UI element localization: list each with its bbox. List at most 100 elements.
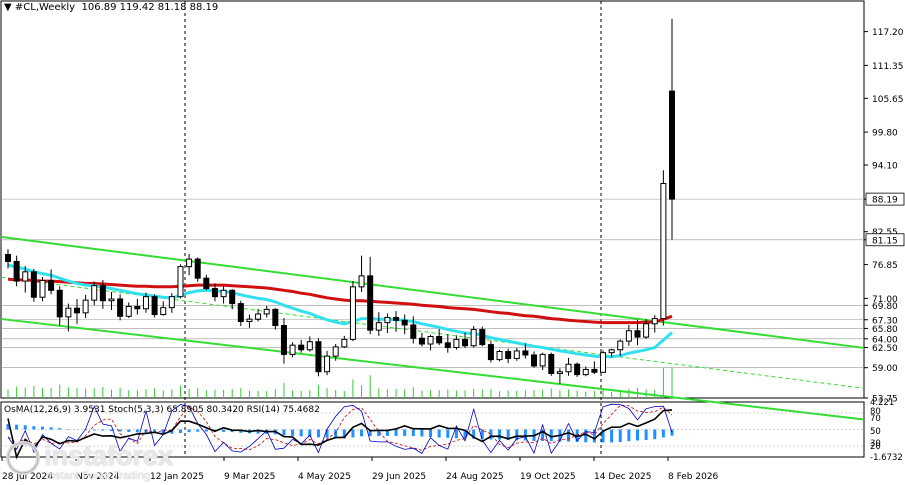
candle-body [349,286,356,340]
candle-body [444,342,451,348]
candle-body [332,346,339,357]
time-tick-label: 12 Jan 2025 [150,472,204,482]
price-tick-label: 53.75 [872,395,898,405]
indicator-axis-label: 70 [870,414,881,424]
candle-body [367,275,374,331]
candle-body [220,289,227,298]
logo-brand: instaforex [44,440,173,471]
candle-body [505,351,512,359]
candle-body [298,344,305,351]
indicator-axis-label: 80 [870,407,881,417]
candle-body [617,340,624,351]
time-tick-label: 28 Jul 2024 [2,472,53,482]
candle-body [65,307,72,318]
time-tick-label: 4 May 2025 [298,472,351,482]
candle-body [660,182,667,320]
time-axis: 28 Jul 2024 Nov 2024 12 Jan 2025 9 Mar 2025… [1,457,719,482]
candle-body [427,336,434,345]
candle-body [651,318,658,325]
price-tick-label: 117.20 [872,28,904,38]
price-tick-label: 105.65 [872,95,904,105]
stoch-signal-line [7,404,673,451]
candle-body [211,288,218,298]
candle-body [5,254,11,262]
candle-body [108,298,115,302]
price-tick-label: 71.00 [872,295,898,305]
candle-body [522,350,529,356]
price-tick-label: 81.15 [872,236,898,246]
candle-body [634,330,641,338]
candle-body [582,368,589,376]
price-tick-label: 76.85 [872,261,898,271]
candle-body [513,350,520,359]
indicator-header: OsMA(12,26,9) 3.9531 Stoch(5,3,3) 65.890… [4,405,320,415]
logo-tagline: Instant Forex Trading [46,470,150,482]
price-tick-label: 88.19 [872,196,898,206]
candle-body [418,337,425,345]
candle-body [255,313,262,320]
candle-body [246,318,253,322]
stoch-main-line [7,403,673,455]
candle-body [177,266,184,298]
candle-body [186,258,193,268]
candle-body [600,352,607,373]
candle-body [168,296,175,309]
candle-body [341,338,348,348]
ohlc-values: 106.89 119.42 81.18 88.19 [81,2,219,13]
symbol-icon: ▼ [4,2,12,13]
candle-body [39,279,46,298]
candle-body [125,305,132,317]
candle-body [436,336,443,344]
candle-body [453,338,460,348]
candle-body [263,308,270,315]
candle-body [194,258,201,279]
candle-body [117,298,124,317]
candle-body [151,296,158,316]
time-tick-label: Nov 2024 [76,472,120,482]
indicator-axis-label: 20 [870,442,881,452]
candle-body [487,344,494,361]
candle-body [289,344,296,355]
candle-body [479,329,486,346]
volume-bars [7,368,673,398]
price-tick-label: 94.10 [872,161,898,171]
time-tick-label: 9 Mar 2025 [224,472,275,482]
candle-body [91,285,98,301]
indicator-axis-label: 50 [870,427,881,437]
stoch-label: Stoch(5,3,3) 65.8905 80.3420 [108,405,244,415]
ema-slow-line [7,277,673,325]
candle-body [160,307,167,316]
candle-body [272,308,279,327]
candle-body [82,299,89,314]
price-tick-label: 59.00 [872,364,898,374]
candle-body [608,349,615,354]
channel-mid-line [0,276,865,389]
indicator-axis-label: -1.6732 [870,453,903,463]
logo-icon [6,441,40,475]
time-tick-label: 8 Feb 2026 [668,472,719,482]
candle-body [30,271,37,298]
candle-body [574,363,581,376]
candle-body [470,329,477,347]
indicator-axis-label: 4.221 [870,398,894,408]
candle-body [410,324,417,339]
price-axis: 117.20 111.35 105.65 99.80 94.10 88.19 82.5581… [864,28,905,405]
candle-body [565,363,572,373]
rsi-label: RSI(14) 75.4682 [246,405,320,415]
candle-body [556,371,563,374]
candle-body [462,338,469,347]
price-tick-label: 111.35 [872,62,904,72]
candle-body [393,316,400,321]
time-tick-label: 24 Aug 2025 [446,472,504,482]
price-tick-label: 67.30 [872,316,898,326]
symbol-timeframe: #CL,Weekly [14,2,76,13]
price-tick-label: 64.00 [872,335,898,345]
price-tick-label: 69.80 [872,302,898,312]
candle-body [324,355,331,373]
ema-fast-line [7,263,673,359]
price-tick-label: 82.55 [872,228,898,238]
candle-body [73,307,80,314]
candle-body [142,296,149,310]
